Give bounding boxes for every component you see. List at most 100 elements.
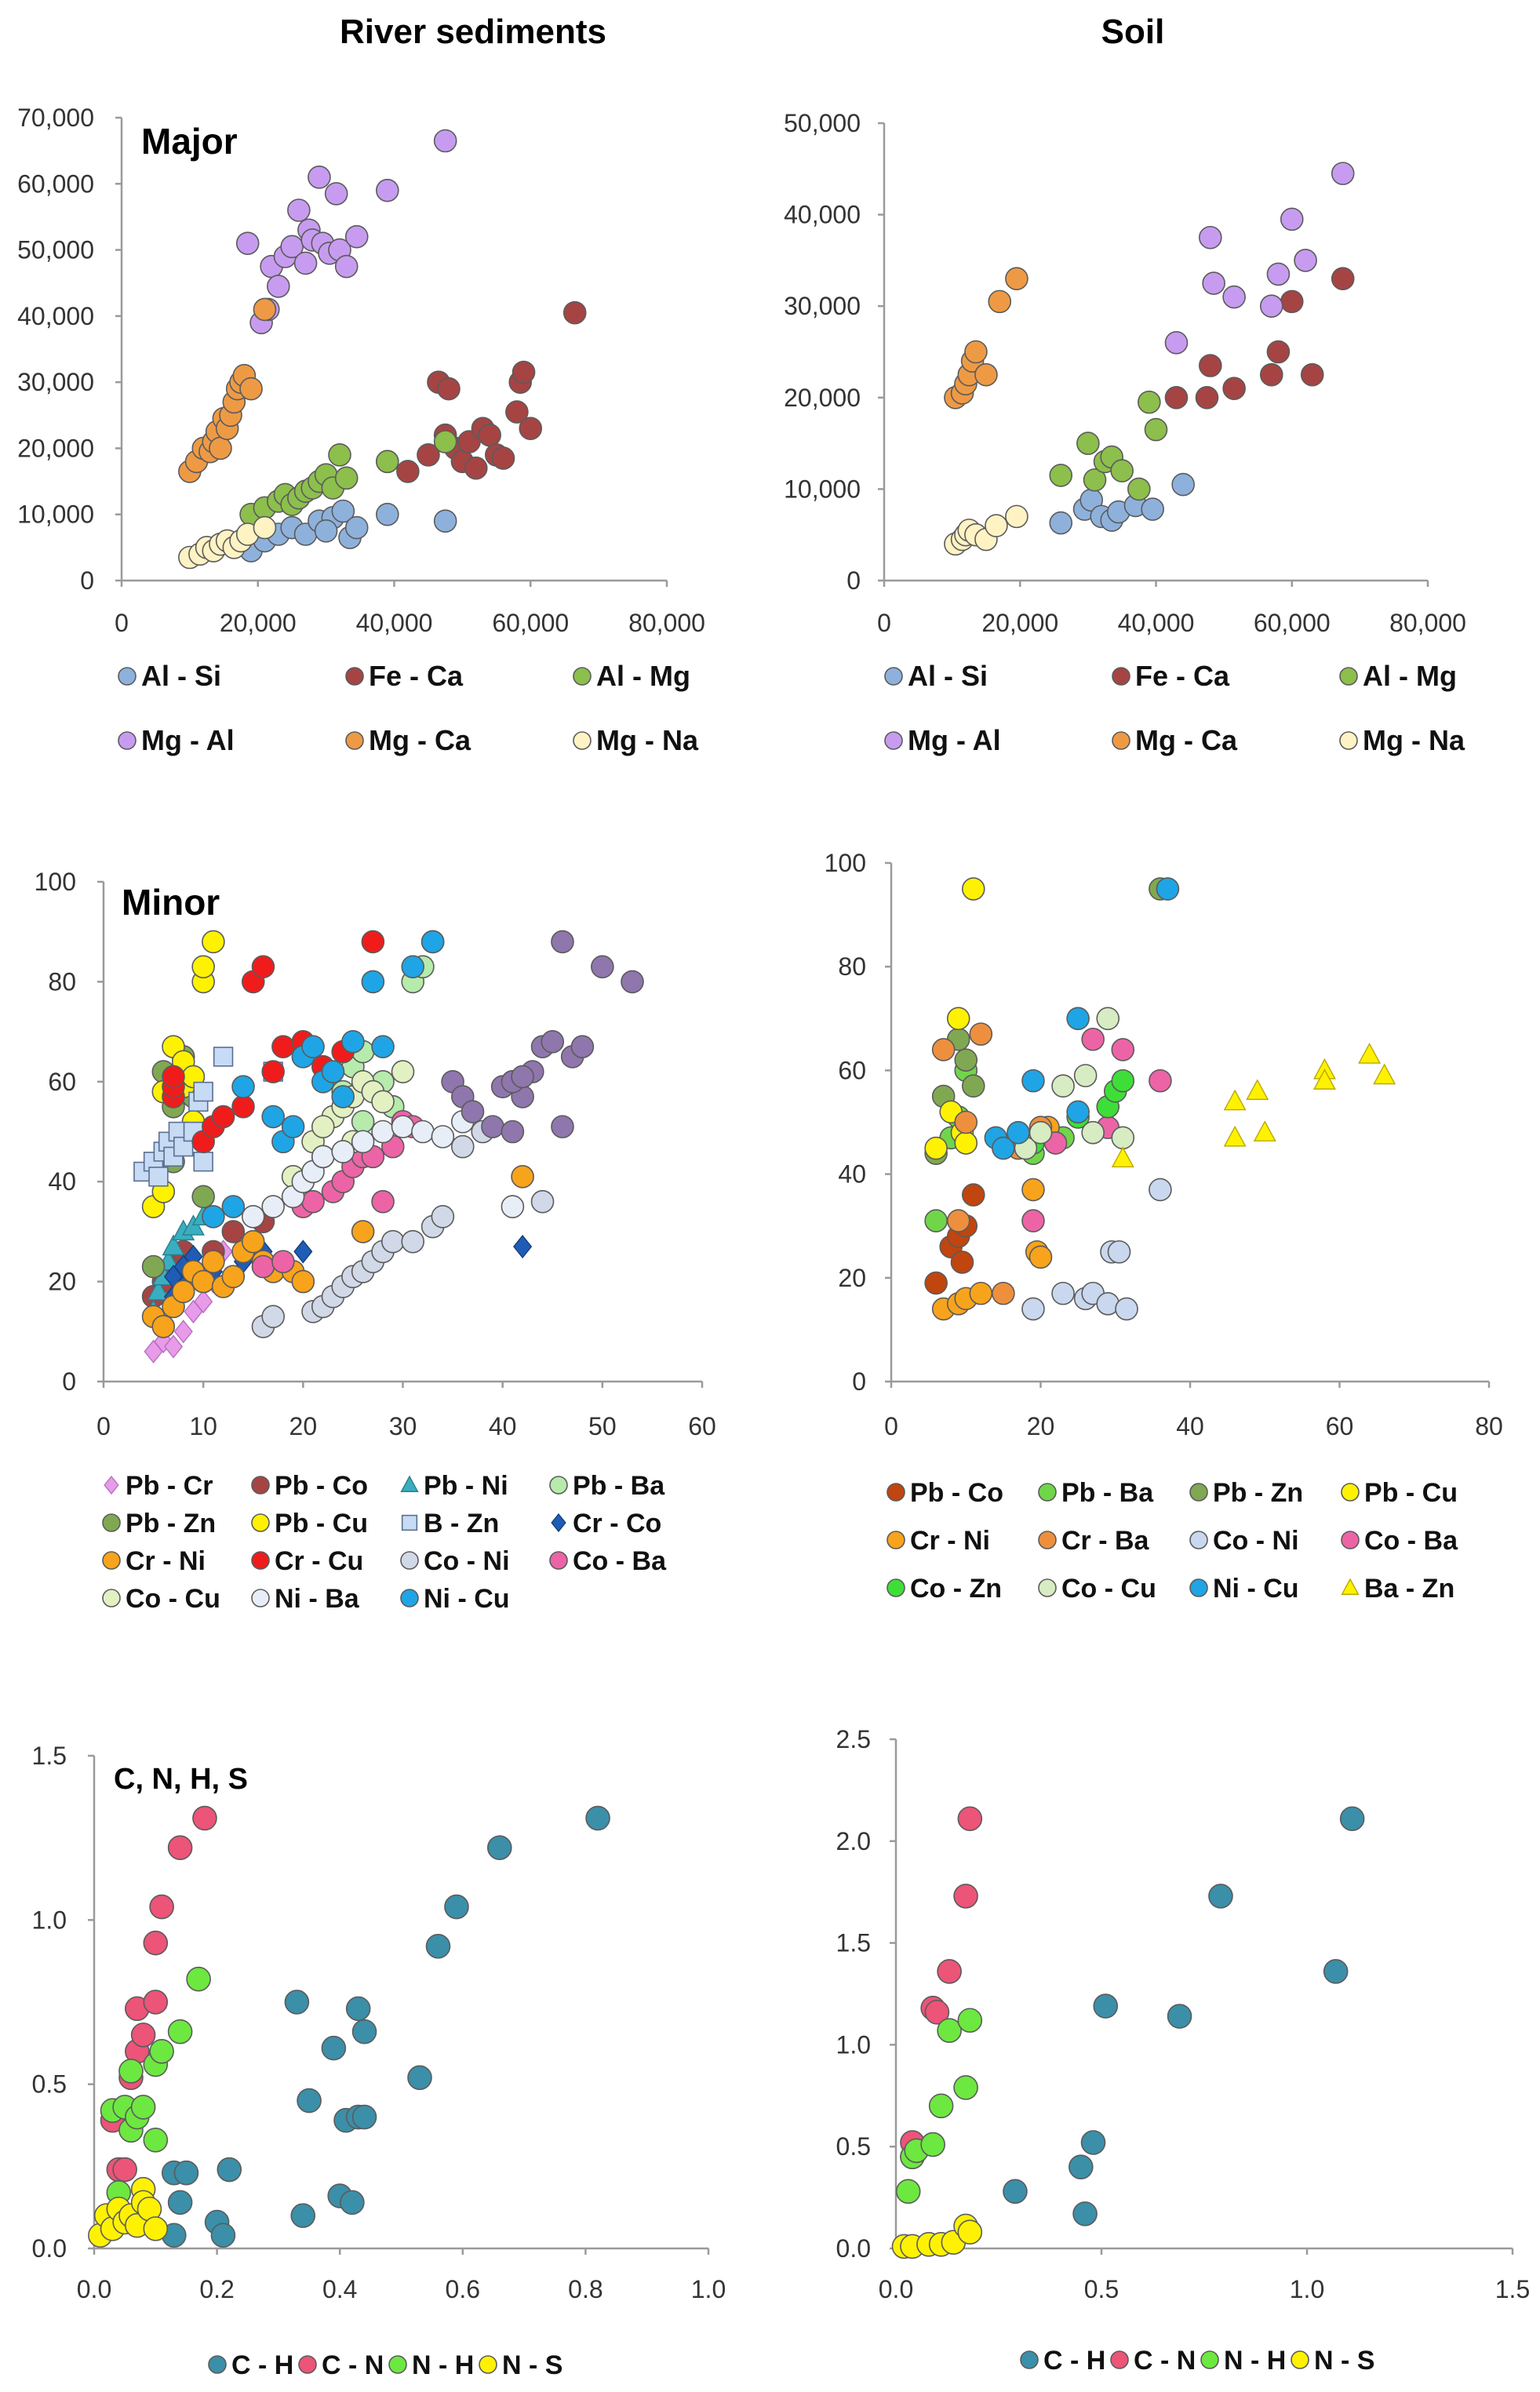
data-point — [985, 514, 1008, 537]
series-c-h — [1003, 1806, 1365, 2226]
data-point — [519, 417, 543, 440]
legend-item: Fe - Ca — [1112, 660, 1230, 692]
legend-item: Co - Cu — [1038, 1574, 1156, 1604]
legend-marker — [573, 667, 592, 686]
legend-item: Al - Si — [884, 660, 988, 692]
data-point — [1331, 267, 1355, 291]
title-river-sediments: River sediments — [340, 13, 606, 51]
legend-label: Pb - Ba — [573, 1471, 665, 1501]
data-point — [511, 1165, 534, 1189]
data-point — [961, 1183, 985, 1207]
data-point — [1049, 511, 1073, 535]
x-tick-label: 0.6 — [446, 2275, 480, 2303]
data-point — [328, 443, 351, 467]
data-point — [287, 198, 311, 222]
data-point — [118, 2059, 144, 2084]
panel-label: Major — [141, 121, 238, 162]
data-point — [371, 1035, 395, 1059]
legend-item: Co - Ni — [400, 1546, 510, 1576]
legend-label: Fe - Ca — [1135, 660, 1230, 692]
x-tick-label: 0.2 — [199, 2275, 234, 2303]
data-point — [530, 1189, 555, 1214]
series-co-ni — [1021, 1178, 1172, 1321]
data-point — [1115, 1297, 1138, 1321]
data-point — [192, 1805, 217, 1831]
y-tick-label: 1.5 — [836, 1929, 871, 1957]
legend: Pb - Co Pb - Ba Pb - Zn Pb - Cu Cr - Ni Cr - … — [887, 1478, 1458, 1604]
legend-label: Ni - Cu — [424, 1584, 510, 1614]
data-point — [271, 1250, 295, 1273]
data-point — [924, 1271, 948, 1295]
legend-item: Mg - Na — [1339, 724, 1465, 756]
y-tick-label: 0 — [62, 1367, 76, 1396]
legend-label: Co - Ni — [424, 1546, 510, 1576]
legend-label: Pb - Cu — [1364, 1478, 1458, 1508]
series-c-h — [161, 1805, 610, 2248]
data-point — [1373, 1063, 1396, 1085]
legend-marker — [1341, 1531, 1360, 1549]
data-point — [1199, 354, 1222, 377]
legend-item: Co - Cu — [102, 1584, 220, 1614]
legend-marker — [1200, 2350, 1219, 2369]
data-point — [311, 1145, 335, 1169]
data-point — [361, 970, 385, 994]
data-point — [953, 1884, 978, 1909]
data-point — [1266, 262, 1291, 286]
data-point — [209, 436, 232, 461]
legend-label: Pb - Cr — [126, 1471, 213, 1501]
data-point — [920, 2132, 945, 2157]
series-ni-cu — [984, 877, 1180, 1160]
chart-major-soil: 0 10,000 20,000 30,000 40,000 50,000 0 20,000 40… — [784, 109, 1466, 756]
data-point — [191, 1269, 215, 1294]
data-point — [1093, 1993, 1119, 2019]
series-mg-ca — [178, 297, 277, 483]
legend-label: Co - Ba — [573, 1546, 667, 1576]
data-point — [1149, 1069, 1172, 1093]
data-point — [433, 509, 457, 533]
data-point — [464, 456, 488, 480]
legend-item: Co - Ni — [1189, 1526, 1299, 1556]
data-point — [261, 1195, 285, 1218]
data-point — [173, 1320, 193, 1344]
data-point — [376, 450, 399, 474]
data-point — [239, 377, 263, 401]
data-point — [1259, 294, 1283, 319]
legend-item: Pb - Cu — [1341, 1478, 1458, 1508]
series-c-n — [100, 1805, 217, 2183]
data-point — [112, 2157, 137, 2183]
data-point — [591, 955, 614, 979]
legend-label: Co - Ni — [1213, 1526, 1299, 1556]
legend-label: Co - Cu — [126, 1584, 220, 1614]
data-point — [417, 443, 440, 467]
y-tick-label: 60 — [838, 1056, 866, 1084]
data-point — [551, 930, 574, 954]
legend-label: Pb - Zn — [1213, 1478, 1303, 1508]
legend-item: Cr - Co — [551, 1509, 661, 1538]
legend: Al - Si Fe - Ca Al - Mg Mg - Al Mg - Ca Mg - … — [118, 660, 699, 756]
y-tick-label: 20 — [838, 1264, 866, 1292]
legend-item: N - S — [1291, 2346, 1374, 2376]
data-point — [171, 1280, 195, 1304]
y-tick-label: 20 — [48, 1268, 76, 1296]
data-point — [202, 930, 225, 954]
y-tick-label: 50,000 — [17, 236, 94, 264]
data-point — [193, 1152, 213, 1172]
legend-label: Pb - Co — [910, 1478, 1003, 1508]
legend-item: Pb - Ba — [1038, 1478, 1154, 1508]
data-point — [324, 182, 348, 206]
data-point — [478, 423, 501, 447]
data-point — [1323, 1959, 1349, 1984]
y-tick-label: 50,000 — [784, 109, 861, 137]
data-point — [969, 1022, 993, 1046]
data-point — [433, 430, 457, 453]
title-soil: Soil — [1101, 13, 1165, 51]
legend-label: Co - Cu — [1061, 1574, 1156, 1604]
series-al-mg — [1049, 390, 1168, 501]
data-point — [895, 2179, 921, 2204]
legend-marker — [118, 667, 137, 686]
legend-item: Ba - Zn — [1341, 1574, 1454, 1604]
data-point — [1072, 2201, 1098, 2226]
data-point — [1294, 249, 1317, 272]
x-tick-label: 30 — [389, 1412, 417, 1440]
